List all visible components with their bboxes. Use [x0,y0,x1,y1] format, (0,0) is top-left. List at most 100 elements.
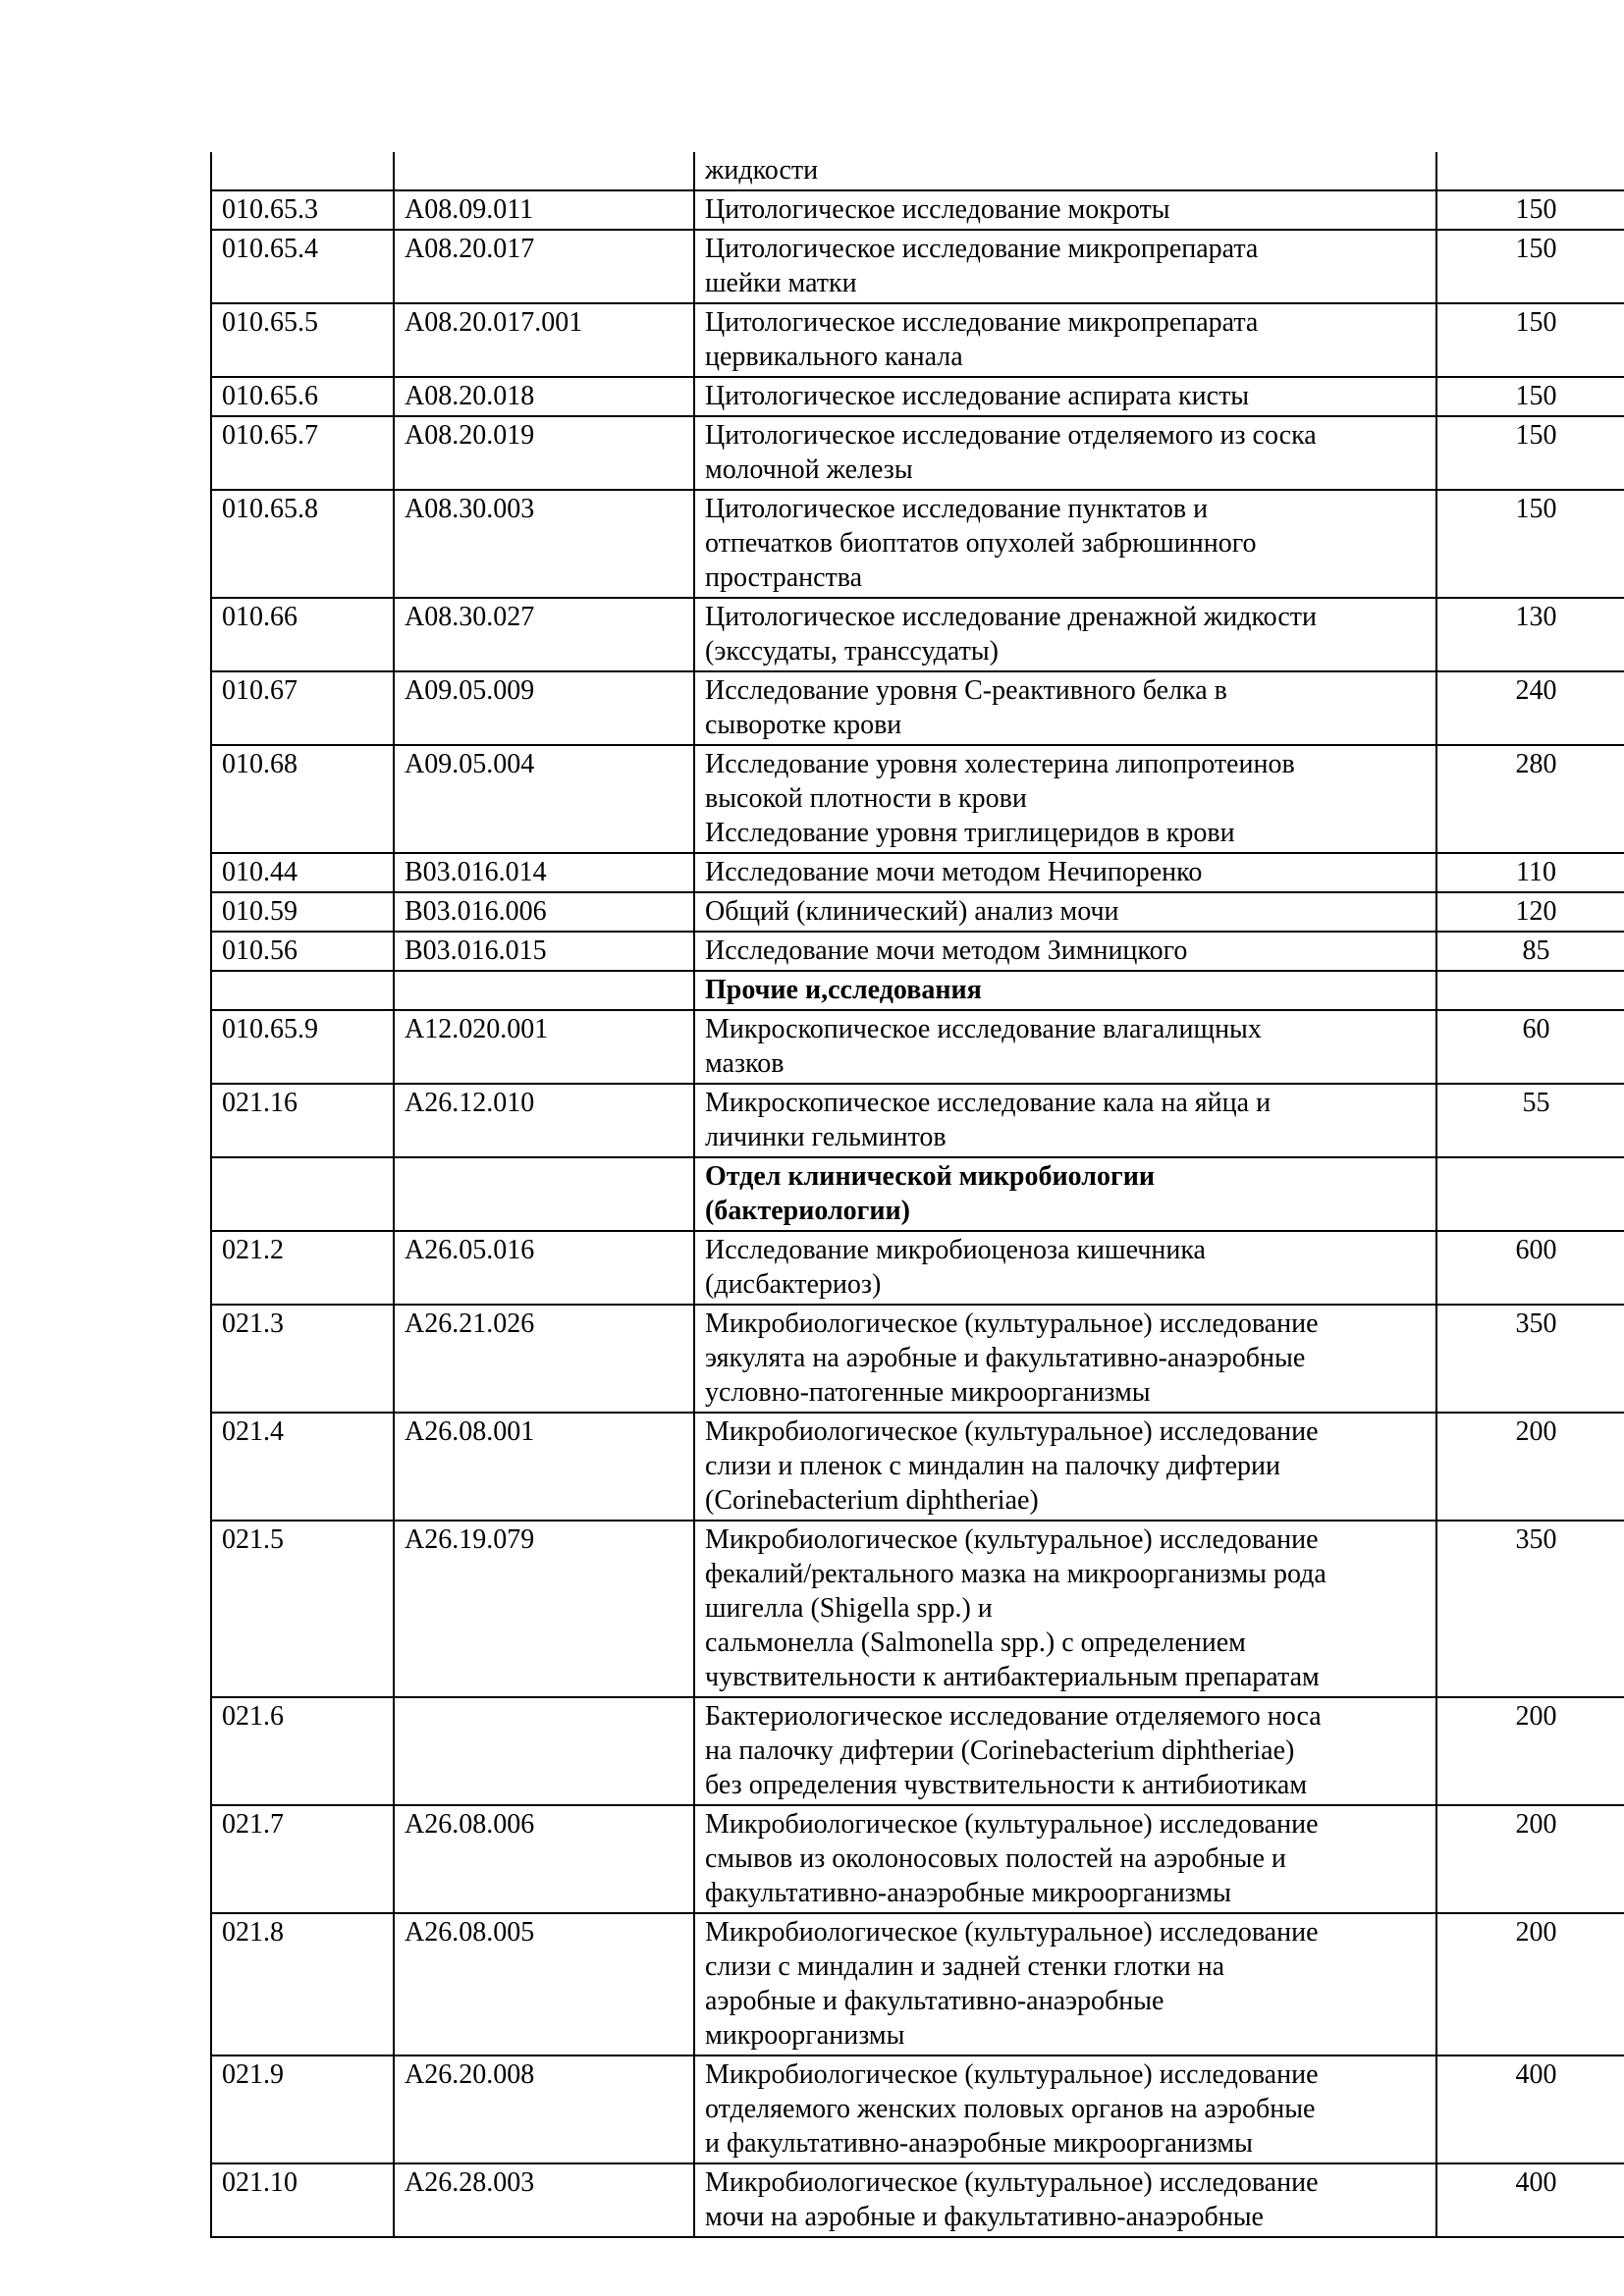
price-cell: 150 [1435,489,1624,599]
service-code-cell: 010.59 [210,891,395,933]
price-cell: 85 [1435,931,1624,972]
service-code-cell: 010.68 [210,744,395,854]
nomenclature-code-cell: A26.12.010 [393,1083,695,1158]
service-code-cell: 021.10 [210,2163,395,2238]
service-name-cell: Микробиологическое (культуральное) иссле… [693,1912,1437,2056]
service-name-cell: Микроскопическое исследование влагалищны… [693,1009,1437,1085]
service-code-cell [210,1156,395,1232]
nomenclature-code-cell: A08.30.027 [393,597,695,672]
table-row: 010.68 A09.05.004 Исследование уровня хо… [210,744,1624,854]
nomenclature-code-cell: A26.19.079 [393,1520,695,1698]
service-code-cell: 010.65.4 [210,229,395,304]
table-row: 010.56 B03.016.015 Исследование мочи мет… [210,931,1624,972]
service-name-cell: Исследование уровня холестерина липопрот… [693,744,1437,854]
nomenclature-code-cell [393,1156,695,1232]
price-cell: 200 [1435,1804,1624,1914]
service-code-cell: 021.2 [210,1230,395,1306]
price-cell: 350 [1435,1304,1624,1414]
price-cell: 130 [1435,597,1624,672]
price-cell: 200 [1435,1412,1624,1522]
service-code-cell: 010.67 [210,670,395,746]
price-cell: 280 [1435,744,1624,854]
service-code-cell: 021.3 [210,1304,395,1414]
service-code-cell [210,152,395,191]
nomenclature-code-cell: A26.08.001 [393,1412,695,1522]
table-row: 010.65.5 A08.20.017.001 Цитологическое и… [210,302,1624,378]
service-name-cell: Цитологическое исследование микропрепара… [693,302,1437,378]
service-name-cell: Общий (клинический) анализ мочи [693,891,1437,933]
service-name-cell: Микробиологическое (культуральное) иссле… [693,1304,1437,1414]
service-code-cell: 010.65.9 [210,1009,395,1085]
table-row: 010.59 B03.016.006 Общий (клинический) а… [210,891,1624,933]
service-code-cell: 010.65.5 [210,302,395,378]
service-name-cell: Исследование мочи методом Нечипоренко [693,852,1437,893]
service-name-cell: Исследование уровня С-реактивного белка … [693,670,1437,746]
table-row: 021.7 A26.08.006 Микробиологическое (кул… [210,1804,1624,1914]
table-row: жидкости [210,152,1624,191]
price-cell: 200 [1435,1696,1624,1806]
table-row: 010.65.6 A08.20.018 Цитологическое иссле… [210,376,1624,417]
service-code-cell: 010.44 [210,852,395,893]
price-cell: 150 [1435,376,1624,417]
nomenclature-code-cell: A26.08.005 [393,1912,695,2056]
service-name-cell: Цитологическое исследование дренажной жи… [693,597,1437,672]
table-row: 021.4 A26.08.001 Микробиологическое (кул… [210,1412,1624,1522]
price-cell: 55 [1435,1083,1624,1158]
table-row: 021.9 A26.20.008 Микробиологическое (кул… [210,2055,1624,2164]
service-name-cell: Микроскопическое исследование кала на яй… [693,1083,1437,1158]
nomenclature-code-cell: A08.09.011 [393,189,695,231]
service-name-cell: Исследование микробиоценоза кишечника (д… [693,1230,1437,1306]
nomenclature-code-cell: A26.08.006 [393,1804,695,1914]
service-code-cell: 010.66 [210,597,395,672]
nomenclature-code-cell [393,970,695,1011]
price-cell [1435,1156,1624,1232]
service-code-cell: 010.56 [210,931,395,972]
service-name-cell: Микробиологическое (культуральное) иссле… [693,1520,1437,1698]
service-name-cell: Отдел клинической микробиологии (бактери… [693,1156,1437,1232]
service-name-cell: Микробиологическое (культуральное) иссле… [693,2055,1437,2164]
nomenclature-code-cell: A08.20.019 [393,415,695,491]
nomenclature-code-cell: A26.20.008 [393,2055,695,2164]
service-code-cell: 021.9 [210,2055,395,2164]
service-name-cell: Цитологическое исследование отделяемого … [693,415,1437,491]
service-name-cell: Микробиологическое (культуральное) иссле… [693,1804,1437,1914]
service-name-cell: Прочие и,сследования [693,970,1437,1011]
service-code-cell: 010.65.7 [210,415,395,491]
service-code-cell: 010.65.3 [210,189,395,231]
service-name-cell: Бактериологическое исследование отделяем… [693,1696,1437,1806]
service-code-cell: 010.65.6 [210,376,395,417]
service-name-cell: Микробиологическое (культуральное) иссле… [693,2163,1437,2238]
price-cell: 150 [1435,302,1624,378]
price-cell [1435,970,1624,1011]
price-cell: 150 [1435,189,1624,231]
table-row: 010.66 A08.30.027 Цитологическое исследо… [210,597,1624,672]
nomenclature-code-cell: A09.05.004 [393,744,695,854]
table-row: 021.16 A26.12.010 Микроскопическое иссле… [210,1083,1624,1158]
table-row: 021.5 A26.19.079 Микробиологическое (кул… [210,1520,1624,1698]
price-cell: 200 [1435,1912,1624,2056]
price-cell: 600 [1435,1230,1624,1306]
nomenclature-code-cell: B03.016.014 [393,852,695,893]
service-name-cell: Цитологическое исследование аспирата кис… [693,376,1437,417]
nomenclature-code-cell: A12.020.001 [393,1009,695,1085]
nomenclature-code-cell: A08.20.017.001 [393,302,695,378]
service-name-cell: жидкости [693,152,1437,191]
table-row: 010.65.7 A08.20.019 Цитологическое иссле… [210,415,1624,491]
service-code-cell: 021.7 [210,1804,395,1914]
table-row: 010.65.4 A08.20.017 Цитологическое иссле… [210,229,1624,304]
price-table-body: жидкости 010.65.3 A08.09.011 Цитологичес… [210,152,1624,2238]
nomenclature-code-cell: A26.28.003 [393,2163,695,2238]
nomenclature-code-cell: A08.30.003 [393,489,695,599]
price-cell [1435,152,1624,191]
service-code-cell: 021.6 [210,1696,395,1806]
service-name-cell: Цитологическое исследование пунктатов и … [693,489,1437,599]
table-row: 010.65.8 A08.30.003 Цитологическое иссле… [210,489,1624,599]
table-row: 021.3 A26.21.026 Микробиологическое (кул… [210,1304,1624,1414]
service-code-cell: 021.5 [210,1520,395,1698]
table-row: 010.67 A09.05.009 Исследование уровня С-… [210,670,1624,746]
service-name-cell: Цитологическое исследование микропрепара… [693,229,1437,304]
service-code-cell: 021.8 [210,1912,395,2056]
table-row: 021.8 A26.08.005 Микробиологическое (кул… [210,1912,1624,2056]
table-row: Отдел клинической микробиологии (бактери… [210,1156,1624,1232]
